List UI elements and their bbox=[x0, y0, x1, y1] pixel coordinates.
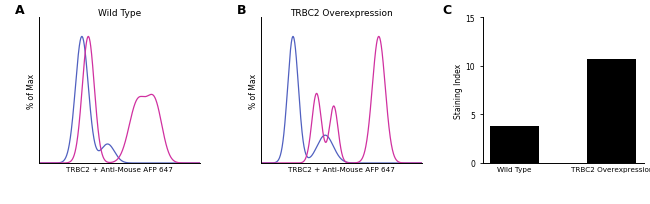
Text: B: B bbox=[237, 4, 246, 17]
Text: A: A bbox=[15, 4, 25, 17]
Y-axis label: Staining Index: Staining Index bbox=[454, 63, 463, 118]
X-axis label: TRBC2 + Anti-Mouse AFP 647: TRBC2 + Anti-Mouse AFP 647 bbox=[66, 166, 173, 172]
X-axis label: TRBC2 + Anti-Mouse AFP 647: TRBC2 + Anti-Mouse AFP 647 bbox=[288, 166, 395, 172]
Y-axis label: % of Max: % of Max bbox=[249, 73, 258, 108]
Bar bbox=[490, 126, 539, 163]
Text: C: C bbox=[443, 4, 452, 17]
Title: TRBC2 Overexpression: TRBC2 Overexpression bbox=[290, 9, 393, 18]
Y-axis label: % of Max: % of Max bbox=[27, 73, 36, 108]
Title: Wild Type: Wild Type bbox=[98, 9, 141, 18]
Bar bbox=[588, 60, 636, 163]
